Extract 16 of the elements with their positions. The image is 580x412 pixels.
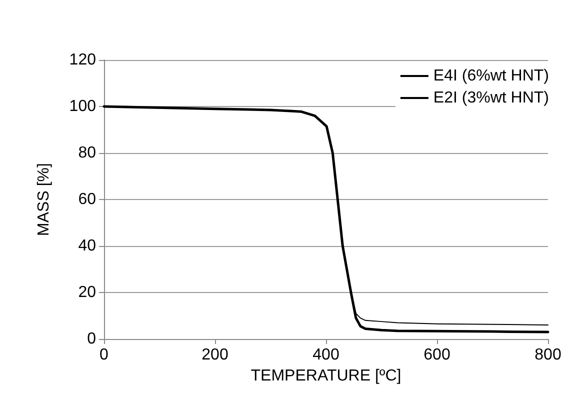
y-tick-label: 60 [78, 191, 96, 208]
x-tick-label: 800 [534, 346, 562, 364]
x-axis-title: TEMPERATURE [ºC] [250, 367, 402, 384]
y-tick-label: 20 [78, 284, 96, 301]
x-tick-label: 200 [202, 346, 228, 364]
x-tick-label: 0 [100, 346, 109, 364]
x-tick-label: 400 [312, 346, 340, 364]
y-tick-label: 0 [87, 330, 96, 348]
y-tick-label: 120 [69, 52, 96, 68]
legend-label: E2I (3%wt HNT) [433, 90, 550, 106]
y-tick-label: 40 [78, 238, 96, 254]
legend-label: E4I (6%wt HNT) [433, 68, 550, 84]
x-tick-label: 600 [424, 346, 450, 364]
y-axis-title: MASS [%] [36, 163, 52, 236]
y-tick-label: 100 [69, 98, 96, 115]
y-tick-label: 80 [78, 144, 96, 162]
